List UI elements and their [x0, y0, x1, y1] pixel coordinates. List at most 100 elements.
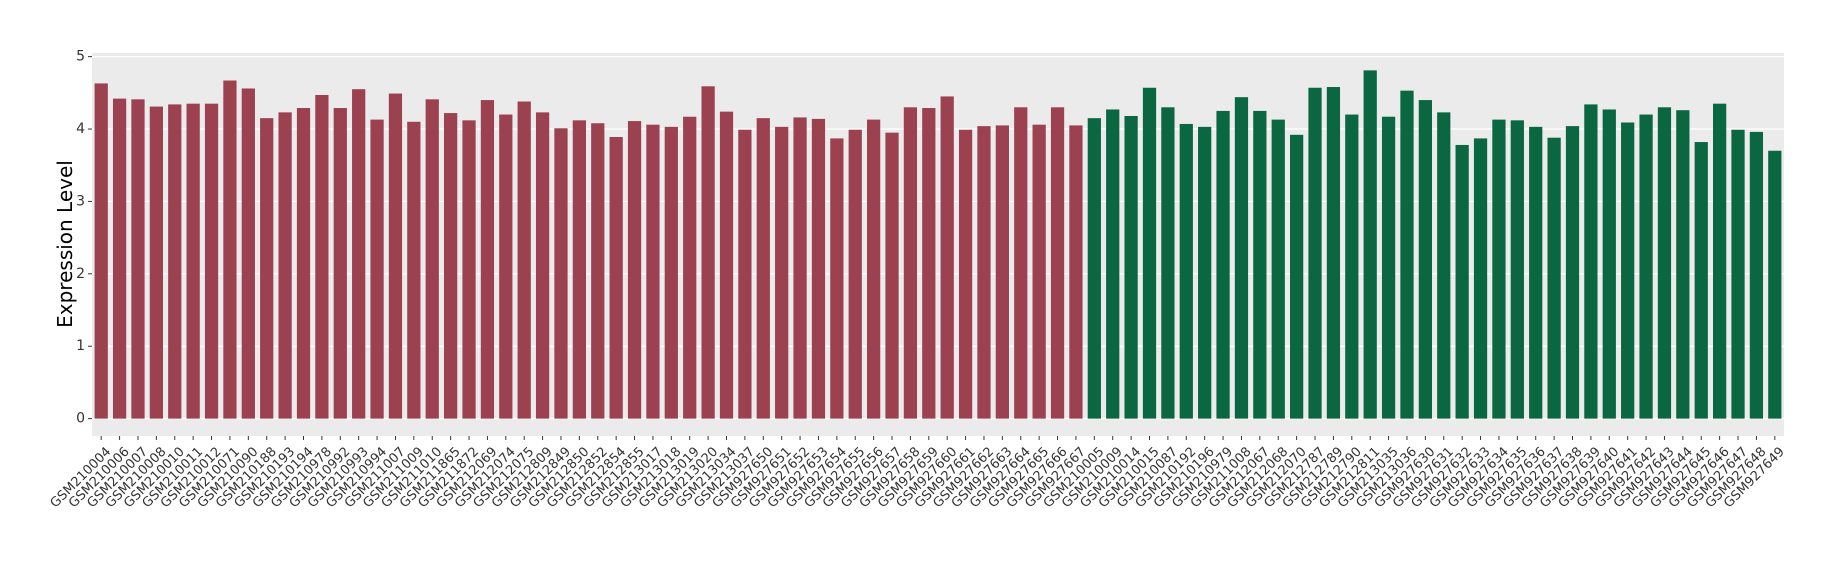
bar: [1768, 150, 1782, 419]
bar: [811, 118, 826, 419]
y-tick-label: 2: [76, 266, 85, 282]
bar: [333, 108, 347, 419]
bar: [186, 103, 200, 419]
bar: [903, 107, 918, 419]
bar: [204, 103, 219, 419]
bar: [1363, 70, 1377, 419]
bar: [352, 89, 366, 419]
bar: [867, 119, 881, 419]
bar: [223, 80, 237, 419]
bar: [646, 124, 660, 419]
bar: [1694, 142, 1708, 419]
bar: [425, 99, 439, 419]
bar: [1234, 97, 1249, 419]
bar: [664, 126, 678, 419]
bar: [1621, 122, 1635, 419]
bar: [1050, 107, 1065, 419]
bar: [572, 120, 586, 419]
bar: [1529, 126, 1543, 419]
bar: [1308, 87, 1322, 419]
bar: [112, 98, 127, 419]
bar: [775, 126, 789, 419]
bar: [1713, 103, 1727, 419]
bar: [1437, 112, 1451, 419]
y-axis-label: Expression Level: [53, 160, 77, 328]
bar: [1565, 126, 1580, 419]
bar: [977, 126, 991, 419]
bar: [885, 132, 899, 419]
bar: [94, 83, 108, 419]
bar: [958, 129, 973, 419]
bar: [609, 136, 623, 419]
bar: [719, 111, 734, 419]
bar: [278, 112, 292, 419]
bar: [1455, 144, 1469, 419]
bar: [1253, 110, 1267, 419]
bar: [1290, 134, 1304, 419]
bar: [535, 112, 550, 419]
bar: [1400, 90, 1414, 419]
bar: [131, 99, 145, 419]
bar: [1418, 100, 1432, 419]
bar: [315, 94, 329, 419]
bar: [1326, 87, 1341, 419]
bar: [388, 93, 403, 419]
bar: [1731, 129, 1745, 419]
bar: [995, 125, 1009, 419]
bar: [407, 121, 421, 419]
bar: [1602, 109, 1616, 419]
bar: [830, 138, 844, 419]
bar: [444, 113, 458, 419]
bar: [462, 120, 476, 419]
bar: [149, 106, 163, 419]
bar: [1749, 131, 1764, 419]
bar: [1142, 87, 1157, 419]
bar: [1473, 138, 1488, 419]
bar: [1198, 126, 1212, 419]
bar: [1547, 137, 1561, 419]
bar: [1124, 115, 1138, 419]
bar: [1345, 114, 1359, 419]
bar: [260, 118, 274, 419]
bar: [241, 88, 255, 419]
bar: [1069, 125, 1083, 419]
bar: [1584, 104, 1598, 419]
y-tick-label: 1: [76, 338, 85, 354]
bar: [848, 129, 862, 419]
bar: [296, 108, 311, 419]
bar: [1216, 110, 1230, 419]
bar: [1161, 107, 1175, 419]
bar: [168, 104, 182, 419]
y-tick-label: 0: [76, 411, 85, 427]
bar: [554, 128, 568, 419]
bar: [1271, 119, 1285, 419]
bar: [922, 108, 936, 419]
y-tick-label: 5: [76, 49, 85, 65]
bar: [1676, 110, 1690, 419]
bar: [517, 101, 531, 419]
bar: [1510, 120, 1524, 419]
bar: [1032, 124, 1046, 419]
bar: [1087, 118, 1101, 419]
bar: [370, 119, 384, 419]
bar: [701, 86, 715, 419]
bar: [793, 117, 807, 419]
bar: [1639, 114, 1653, 419]
bar: [627, 121, 642, 419]
bar: [480, 100, 495, 419]
bar: [756, 118, 770, 419]
bar: [1106, 109, 1120, 419]
bar: [1657, 107, 1672, 419]
bar: [499, 114, 513, 419]
bar: [738, 129, 752, 419]
bar: [1014, 107, 1028, 419]
bar: [940, 96, 954, 419]
bar: [683, 116, 697, 419]
y-tick-label: 3: [76, 193, 85, 209]
y-tick-label: 4: [76, 121, 85, 137]
bar: [1381, 116, 1396, 419]
bar: [591, 123, 605, 419]
bar: [1492, 119, 1506, 419]
bar: [1179, 123, 1193, 419]
